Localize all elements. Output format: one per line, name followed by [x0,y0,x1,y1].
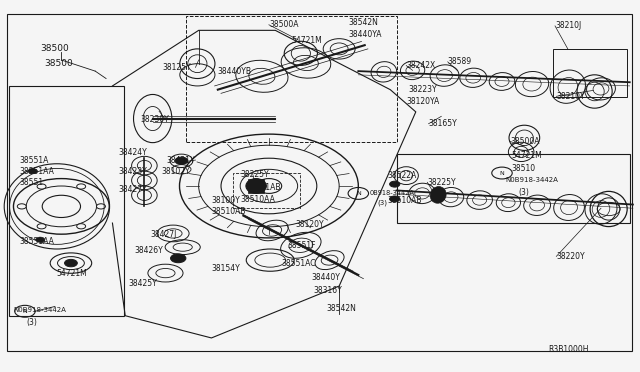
Circle shape [77,224,86,229]
Text: 38440Y: 38440Y [312,273,340,282]
Text: 38500: 38500 [44,59,73,68]
Text: 38424Y: 38424Y [119,148,148,157]
Text: 38551AB: 38551AB [246,183,281,192]
Text: 38210Y: 38210Y [556,92,585,101]
Text: 38426Y: 38426Y [135,246,164,255]
Text: 38425Y: 38425Y [129,279,157,288]
Circle shape [65,259,77,267]
Circle shape [36,237,45,242]
Circle shape [175,157,188,164]
Text: 38220Y: 38220Y [556,252,585,261]
Text: 38421Y: 38421Y [167,155,195,164]
Text: 38551: 38551 [20,178,44,187]
Circle shape [42,195,81,218]
Text: N0B918-3442A: N0B918-3442A [505,177,558,183]
Text: 54721M: 54721M [291,36,322,45]
Text: R3B1000H: R3B1000H [548,345,589,354]
Circle shape [28,169,37,174]
Text: 38125Y: 38125Y [163,63,191,72]
Ellipse shape [430,187,446,203]
Text: 38500A: 38500A [510,137,540,146]
Text: 38510AA: 38510AA [240,195,275,204]
Circle shape [97,204,106,209]
Text: 38500A: 38500A [269,20,298,29]
Text: N: N [356,191,361,196]
Bar [9,86,124,317]
Text: 38230Y: 38230Y [140,115,169,124]
Text: 38542N: 38542N [349,18,379,27]
Text: 38242X: 38242X [406,61,435,70]
Text: 38427J: 38427J [151,230,177,240]
Text: 38225Y: 38225Y [240,170,269,179]
Text: 38551AA: 38551AA [20,167,55,176]
Ellipse shape [246,179,266,193]
Text: 38210J: 38210J [555,22,581,31]
Text: 38589: 38589 [448,57,472,66]
Text: N: N [500,170,504,176]
Text: 38500: 38500 [40,44,69,53]
Circle shape [37,224,46,229]
Text: 38100Y: 38100Y [211,196,240,205]
Text: 38510AB: 38510AB [211,208,246,217]
Text: 38225Y: 38225Y [428,178,456,187]
Circle shape [390,181,400,187]
Text: (3): (3) [518,188,529,197]
Text: 38427Y: 38427Y [119,185,148,194]
Text: 54721M: 54721M [511,151,542,160]
Text: 38551AA: 38551AA [20,237,55,246]
Text: 0B918-3442A: 0B918-3442A [370,190,415,196]
Text: 38120Y: 38120Y [296,221,324,230]
Text: 38522A: 38522A [387,171,416,180]
Text: 38120YA: 38120YA [406,97,440,106]
Text: N0B918-3442A: N0B918-3442A [13,307,67,313]
Text: 38102Y: 38102Y [162,167,190,176]
Circle shape [390,196,400,202]
Circle shape [77,184,86,189]
Circle shape [17,204,26,209]
Text: 38510: 38510 [511,164,536,173]
Text: 38542N: 38542N [326,304,356,313]
Text: 38154Y: 38154Y [211,264,240,273]
Bar [553,49,627,97]
Text: 38551AC: 38551AC [282,259,316,267]
Text: 38440YA: 38440YA [349,30,382,39]
Text: (3): (3) [26,318,37,327]
Circle shape [171,254,186,263]
Text: N: N [22,309,28,314]
Bar [397,154,630,223]
Text: 38423Y: 38423Y [119,167,148,176]
Text: 38551A: 38551A [20,155,49,164]
Text: 38165Y: 38165Y [429,119,458,128]
Text: 38551F: 38551F [287,241,316,250]
Bar [248,179,264,193]
Text: 54721M: 54721M [56,269,87,278]
Bar [232,173,300,208]
Text: 38440YB: 38440YB [218,67,252,76]
Text: 38510AB: 38510AB [387,196,422,205]
Text: 38316Y: 38316Y [314,286,342,295]
Text: 38223Y: 38223Y [408,85,436,94]
Circle shape [37,184,46,189]
Circle shape [256,179,282,193]
Bar [186,16,397,141]
Text: (3): (3) [378,199,387,206]
